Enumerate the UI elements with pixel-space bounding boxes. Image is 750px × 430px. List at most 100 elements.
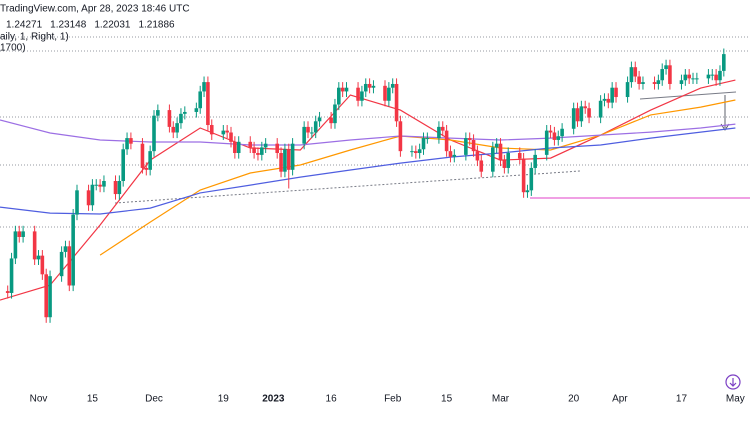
candle-body (306, 126, 310, 133)
candle-body (113, 181, 118, 195)
candle-body (67, 246, 72, 286)
candle-body (718, 70, 722, 81)
candle-body (283, 149, 287, 172)
candle-body (606, 98, 611, 103)
trend-line (639, 91, 737, 100)
candle-body (706, 74, 711, 79)
x-tick-label: 2023 (262, 394, 285, 405)
candle-body (329, 117, 333, 124)
candle-body (21, 231, 25, 237)
candle-body (206, 82, 210, 126)
candle-body (556, 136, 561, 140)
candle-body (610, 87, 614, 103)
candle-body (13, 231, 18, 259)
icon-circle[interactable] (725, 374, 741, 390)
candle-body (317, 117, 322, 122)
candle-body (129, 138, 133, 144)
candle-body (579, 106, 584, 122)
moving-average-line (0, 119, 736, 146)
x-tick-label: Feb (384, 394, 402, 405)
candle-body (310, 132, 314, 134)
info-line: 1700) (0, 43, 26, 54)
x-tick-label: 17 (676, 394, 688, 405)
candle-body (179, 113, 183, 124)
candle-body (156, 110, 160, 116)
candle-body (202, 82, 206, 92)
candle-body (148, 151, 152, 170)
candle-body (517, 153, 522, 159)
legend: 1.24271 1.23148 1.22031 1.21886 (6, 20, 175, 31)
x-tick-label: 16 (326, 394, 338, 405)
x-axis: Nov 15 Dec 19 2023 16 Feb 15 Mar 20 Apr 17 May (30, 394, 745, 405)
candle-body (448, 151, 453, 157)
candle-body (625, 82, 630, 98)
candles (5, 48, 726, 323)
candle-body (637, 76, 641, 84)
moving-average-line (0, 127, 736, 215)
candle-body (498, 143, 503, 161)
x-tick-label: 15 (87, 394, 99, 405)
candle-body (248, 141, 253, 148)
candle-body (464, 138, 468, 155)
candle-body (44, 274, 49, 318)
candle-body (575, 108, 580, 122)
x-tick-label: May (726, 394, 745, 405)
candle-body (467, 138, 472, 140)
candle-body (452, 154, 457, 157)
candle-body (641, 82, 645, 84)
candle-body (494, 143, 499, 148)
candle-body (475, 151, 480, 161)
candle-body (36, 255, 41, 260)
icon-arrow[interactable] (729, 378, 737, 387)
candle-body (152, 115, 156, 152)
candle-body (679, 80, 684, 84)
candle-body (533, 154, 537, 168)
candle-body (437, 126, 441, 139)
candle-body (86, 190, 91, 206)
x-tick-label: Dec (145, 394, 163, 405)
candle-body (417, 149, 422, 154)
candle-body (140, 143, 145, 168)
candle-body (275, 143, 280, 154)
candle-body (602, 98, 607, 101)
candle-body (75, 190, 79, 215)
candle-body (633, 67, 638, 77)
candle-body (521, 158, 526, 193)
candle-body (552, 132, 557, 140)
candle-body (167, 110, 172, 127)
info-line: aily, 1, Right, 1) (0, 32, 69, 43)
candle-body (367, 83, 372, 88)
candle-body (363, 83, 368, 92)
candle-body (583, 106, 588, 109)
candle-body (313, 121, 318, 133)
candle-body (356, 87, 360, 101)
replay-icon[interactable] (725, 374, 741, 390)
candle-body (260, 147, 264, 155)
candle-body (387, 87, 391, 101)
candle-body (40, 255, 45, 275)
candle-body (340, 87, 345, 92)
candle-body (444, 130, 449, 152)
candle-body (687, 74, 691, 79)
x-tick-label: Apr (612, 394, 628, 405)
candle-body (59, 251, 64, 277)
candle-body (337, 87, 341, 105)
candle-body (421, 138, 426, 150)
candle-body (491, 147, 495, 172)
candle-body (668, 65, 672, 84)
candle-body (598, 100, 603, 118)
candle-body (571, 108, 576, 129)
candle-body (171, 126, 176, 133)
candle-body (183, 111, 187, 114)
candle-body (691, 78, 695, 80)
candle-body (652, 82, 657, 84)
candle-body (194, 108, 199, 112)
candle-body (525, 190, 530, 193)
candle-body (587, 108, 591, 118)
candle-body (695, 78, 699, 80)
candle-body (714, 74, 718, 81)
candle-body (390, 83, 395, 88)
candle-body (383, 85, 387, 101)
candle-body (286, 149, 291, 170)
candle-body (548, 130, 553, 133)
